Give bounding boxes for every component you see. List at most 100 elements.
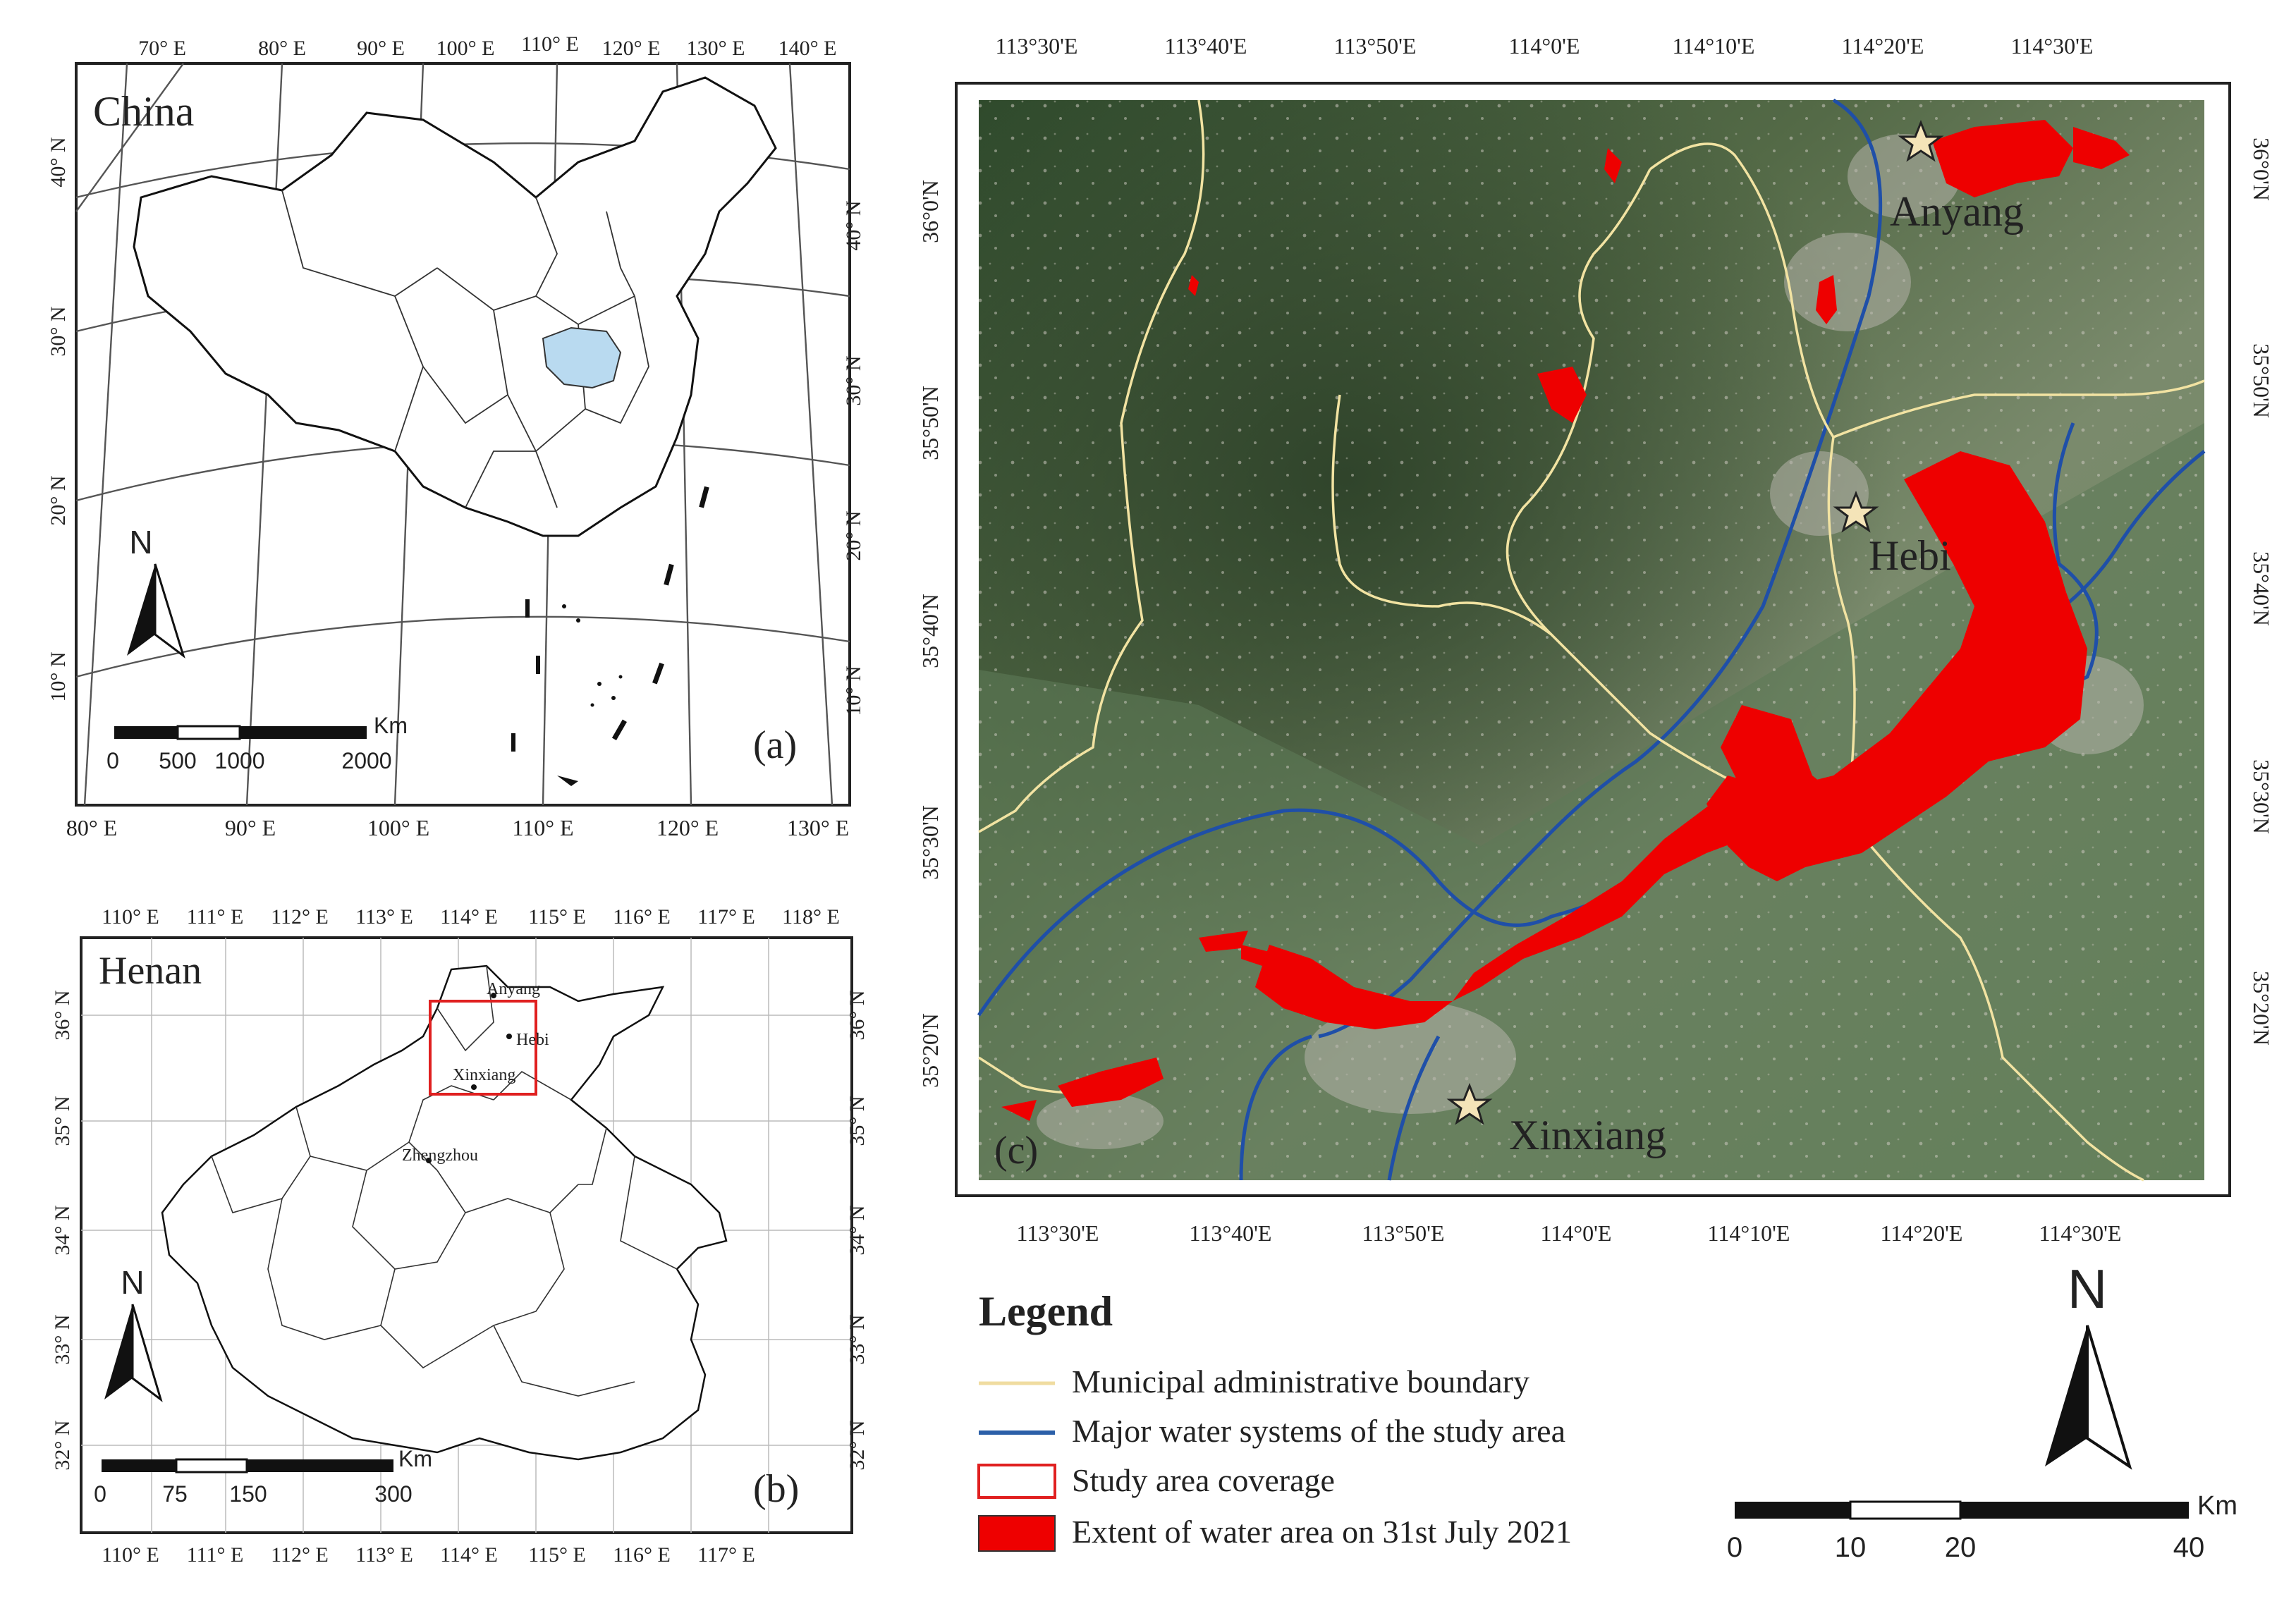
svg-text:40° N: 40° N xyxy=(842,200,865,250)
panel-b-title: Henan xyxy=(99,949,202,993)
svg-text:33° N: 33° N xyxy=(845,1314,869,1364)
svg-text:115° E: 115° E xyxy=(528,1543,586,1567)
main-north-arrow: N xyxy=(2045,1258,2132,1470)
svg-text:112° E: 112° E xyxy=(271,1543,329,1567)
svg-text:110° E: 110° E xyxy=(521,32,579,56)
svg-text:20° N: 20° N xyxy=(47,475,70,525)
svg-text:70° E: 70° E xyxy=(138,37,186,60)
svg-text:N: N xyxy=(2068,1258,2107,1320)
svg-text:32° N: 32° N xyxy=(51,1420,74,1470)
svg-text:111° E: 111° E xyxy=(187,1543,244,1567)
svg-text:130° E: 130° E xyxy=(687,37,745,60)
panel-c-top-ticks: 113°30'E 113°40'E 113°50'E 114°0'E 114°1… xyxy=(996,33,2094,59)
svg-text:120° E: 120° E xyxy=(602,37,661,60)
legend-item-water: Major water systems of the study area xyxy=(1072,1413,1565,1449)
svg-text:300: 300 xyxy=(374,1481,412,1507)
svg-text:120° E: 120° E xyxy=(657,815,719,840)
svg-text:80° E: 80° E xyxy=(258,37,306,60)
svg-text:33° N: 33° N xyxy=(51,1314,74,1364)
svg-text:113°30'E: 113°30'E xyxy=(996,33,1078,59)
svg-text:35°20'N: 35°20'N xyxy=(917,1013,943,1088)
svg-text:1000: 1000 xyxy=(214,748,264,773)
svg-text:0: 0 xyxy=(1727,1532,1742,1563)
panel-a-scale-bar: Km 0 500 1000 2000 xyxy=(106,713,408,773)
svg-text:10° N: 10° N xyxy=(842,666,865,716)
panel-c-city-xinxiang: Xinxiang xyxy=(1509,1112,1666,1158)
panel-c-tag: (c) xyxy=(994,1129,1038,1172)
svg-text:114°10'E: 114°10'E xyxy=(1673,33,1755,59)
hebi-star-icon xyxy=(1833,490,1879,533)
svg-text:100° E: 100° E xyxy=(436,37,495,60)
panel-a-north-arrow: N xyxy=(127,524,185,658)
panel-b-henan-map: Anyang Hebi Xinxiang Zhengzhou Henan (b)… xyxy=(51,905,869,1567)
svg-text:100° E: 100° E xyxy=(367,815,429,840)
legend-symbol-study-area xyxy=(977,1464,1056,1499)
panel-b-city-dots xyxy=(426,993,512,1163)
svg-text:32° N: 32° N xyxy=(845,1420,869,1470)
legend-title: Legend xyxy=(979,1288,1113,1335)
svg-text:0: 0 xyxy=(94,1481,106,1507)
panel-b-bottom-ticks: 110° E 111° E 112° E 113° E 114° E 115° … xyxy=(102,1543,755,1567)
panel-a-tag: (a) xyxy=(753,723,797,767)
svg-text:N: N xyxy=(129,524,152,560)
svg-text:36° N: 36° N xyxy=(845,990,869,1040)
svg-text:35° N: 35° N xyxy=(845,1096,869,1146)
panel-b-tag: (b) xyxy=(753,1467,799,1511)
svg-text:112° E: 112° E xyxy=(271,905,329,929)
svg-text:113°50'E: 113°50'E xyxy=(1334,33,1417,59)
panel-b-north-arrow: N xyxy=(104,1264,163,1402)
svg-text:114° E: 114° E xyxy=(440,1543,498,1567)
svg-text:114° E: 114° E xyxy=(440,905,498,929)
svg-text:116° E: 116° E xyxy=(613,1543,671,1567)
svg-text:40° N: 40° N xyxy=(47,137,70,187)
svg-text:114°0'E: 114°0'E xyxy=(1509,33,1580,59)
svg-text:113°50'E: 113°50'E xyxy=(1362,1220,1445,1246)
legend: Legend Municipal administrative boundary… xyxy=(977,1288,1572,1552)
panel-b-right-ticks: 36° N 35° N 34° N 33° N 32° N xyxy=(845,990,869,1470)
svg-text:110° E: 110° E xyxy=(102,1543,159,1567)
panel-b-left-ticks: 36° N 35° N 34° N 33° N 32° N xyxy=(51,990,74,1470)
panel-c-right-ticks: 36°0'N 35°50'N 35°40'N 35°30'N 35°20'N xyxy=(2249,137,2274,1046)
svg-text:35° N: 35° N xyxy=(51,1096,74,1146)
panel-a-title: China xyxy=(93,88,194,135)
panel-a-scale-unit: Km xyxy=(374,713,408,738)
svg-text:114°30'E: 114°30'E xyxy=(2011,33,2094,59)
flood-extent xyxy=(1001,120,2130,1121)
svg-text:36°0'N: 36°0'N xyxy=(2249,137,2274,201)
svg-text:0: 0 xyxy=(106,748,119,773)
svg-text:113°40'E: 113°40'E xyxy=(1165,33,1247,59)
svg-text:117° E: 117° E xyxy=(697,1543,755,1567)
svg-text:35°50'N: 35°50'N xyxy=(917,386,943,460)
svg-text:114°30'E: 114°30'E xyxy=(2039,1220,2122,1246)
svg-text:114°20'E: 114°20'E xyxy=(1881,1220,1963,1246)
svg-text:115° E: 115° E xyxy=(528,905,586,929)
panel-b-city-zhengzhou: Zhengzhou xyxy=(402,1146,478,1165)
legend-symbol-flood xyxy=(978,1515,1056,1552)
china-province-lines xyxy=(281,190,649,508)
panel-a-left-ticks: 40° N 30° N 20° N 10° N xyxy=(47,137,70,702)
panel-c-city-anyang: Anyang xyxy=(1890,188,2024,235)
svg-text:40: 40 xyxy=(2173,1532,2205,1563)
svg-text:500: 500 xyxy=(159,748,196,773)
henan-outline xyxy=(161,964,728,1461)
legend-item-study-area: Study area coverage xyxy=(1072,1462,1335,1498)
svg-text:35°30'N: 35°30'N xyxy=(917,805,943,880)
svg-text:35°50'N: 35°50'N xyxy=(2249,343,2274,418)
svg-text:116° E: 116° E xyxy=(613,905,671,929)
svg-text:75: 75 xyxy=(162,1481,188,1507)
svg-text:80° E: 80° E xyxy=(66,815,117,840)
svg-text:36° N: 36° N xyxy=(51,990,74,1040)
svg-text:20: 20 xyxy=(1945,1532,1977,1563)
panel-b-study-area-box xyxy=(429,1000,537,1096)
svg-text:113° E: 113° E xyxy=(355,1543,413,1567)
svg-text:34° N: 34° N xyxy=(51,1205,74,1255)
svg-text:36°0'N: 36°0'N xyxy=(917,180,943,243)
svg-text:114°20'E: 114°20'E xyxy=(1842,33,1924,59)
svg-text:111° E: 111° E xyxy=(187,905,244,929)
svg-text:35°30'N: 35°30'N xyxy=(2249,759,2274,834)
svg-text:113°30'E: 113°30'E xyxy=(1017,1220,1099,1246)
xinxiang-star-icon xyxy=(1446,1082,1493,1125)
panel-a-china-map: China (a) N Km 0 500 1000 2000 70° E 80°… xyxy=(47,32,865,840)
svg-text:130° E: 130° E xyxy=(787,815,849,840)
main-scale-unit: Km xyxy=(2197,1491,2237,1521)
